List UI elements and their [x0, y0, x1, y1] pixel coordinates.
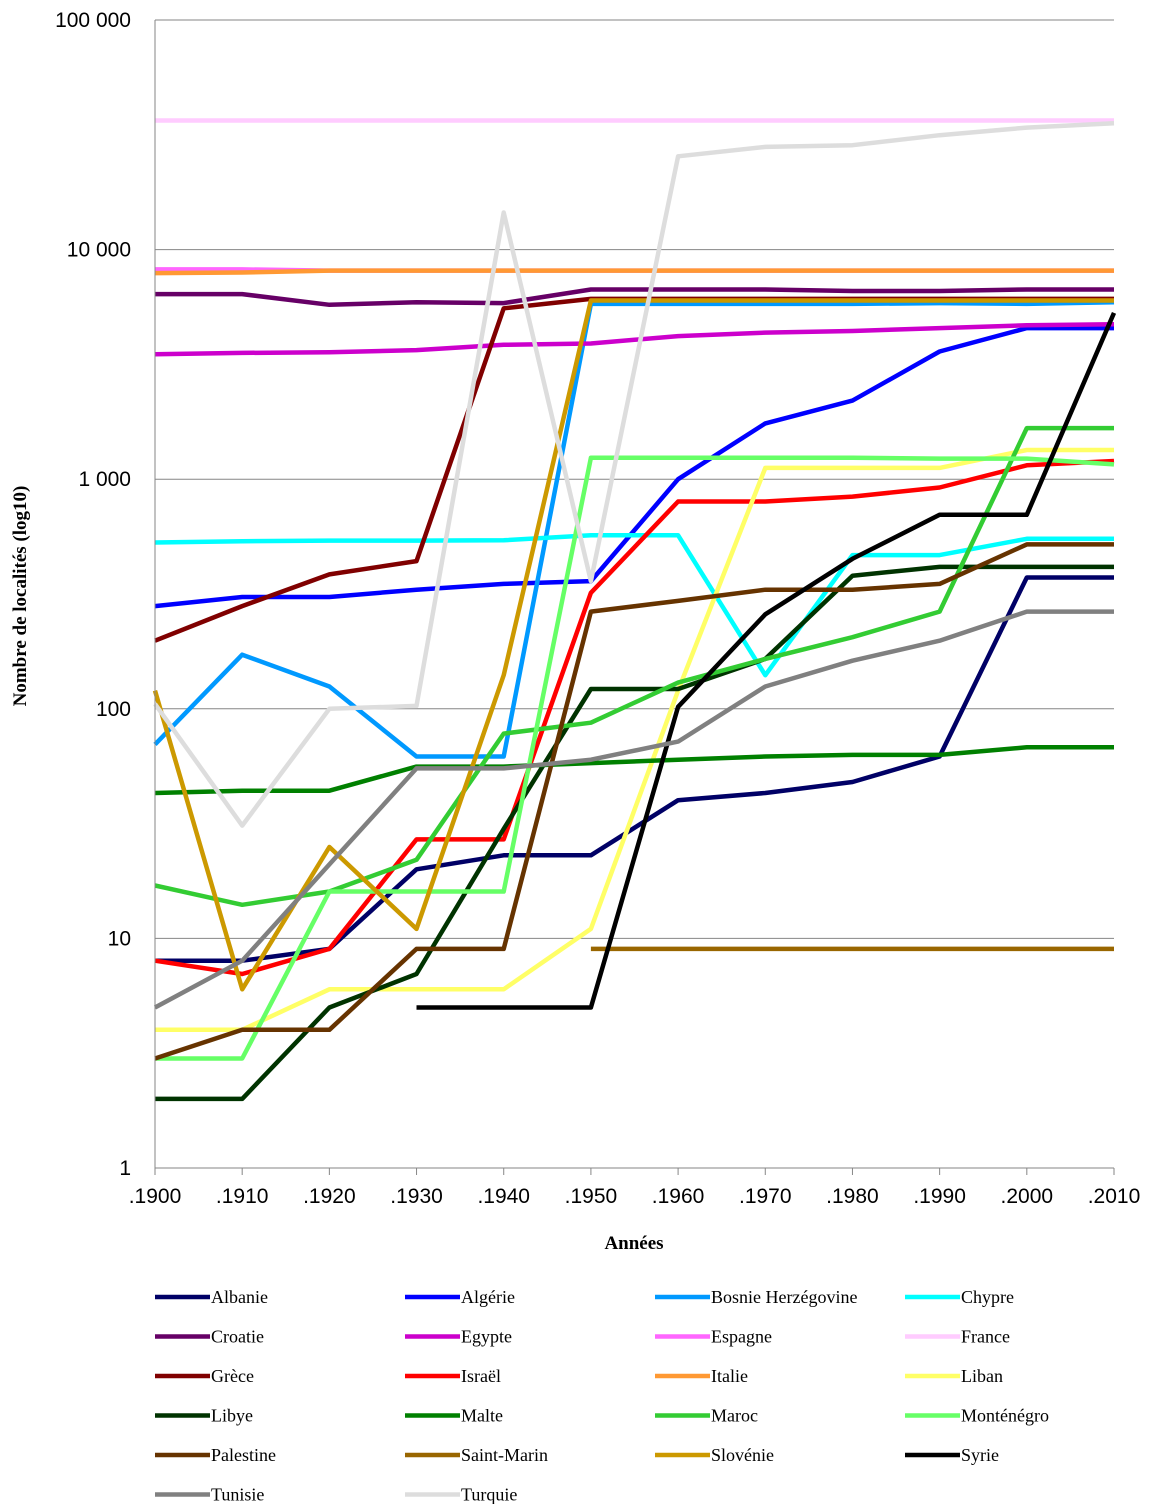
legend-label: Algérie: [461, 1287, 515, 1307]
legend-label: Tunisie: [211, 1485, 264, 1504]
series-line-palestine: [154, 542, 1114, 1061]
x-tick-label: .1940: [477, 1185, 530, 1208]
series-line-albanie: [155, 575, 1114, 963]
x-tick-label: .1980: [826, 1185, 879, 1208]
x-tick-label: .1990: [913, 1185, 966, 1208]
x-tick-label: .1900: [129, 1185, 182, 1208]
legend-label: Slovénie: [711, 1445, 774, 1465]
series-line-bosnie-herzegovine: [153, 299, 1115, 759]
x-tick-label: .1920: [303, 1185, 356, 1208]
legend-label: Egypte: [461, 1327, 512, 1347]
legend-label: Chypre: [961, 1287, 1014, 1307]
legend-label: Croatie: [211, 1327, 264, 1347]
y-tick-label: 1: [119, 1157, 131, 1180]
y-tick-label: 100: [96, 698, 131, 721]
gridlines: [155, 19, 1114, 939]
legend-label: Grèce: [211, 1366, 254, 1386]
y-tick-label: 1 000: [78, 468, 131, 491]
legend-label: Turquie: [461, 1485, 517, 1504]
series-line-slovenie: [152, 298, 1114, 992]
series-line-algerie: [154, 325, 1114, 609]
legend: Albanie Algérie Bosnie Herzégovine Chypre Cr…: [155, 1287, 1049, 1504]
series-line-egypte: [154, 322, 1115, 357]
y-tick-label: 100 000: [55, 9, 131, 32]
legend-label: France: [961, 1327, 1010, 1347]
axes: 1 10 100 1 000 10 000 100 000 .1900 .1910 .1920.…: [55, 9, 1140, 1208]
series-line-grece: [154, 296, 1114, 643]
legend-label: Italie: [711, 1366, 748, 1386]
series-line-tunisie: [153, 609, 1114, 1010]
legend-label: Albanie: [211, 1287, 268, 1307]
series-line-israel: [154, 458, 1115, 977]
series-line-syrie: [416, 312, 1117, 1010]
legend-label: Maroc: [711, 1406, 758, 1426]
y-axis-title: Nombre de localités (log10): [10, 486, 31, 707]
series-lines: [152, 118, 1117, 1102]
legend-label: Israël: [461, 1366, 501, 1386]
legend-label: Bosnie Herzégovine: [711, 1287, 857, 1307]
y-tick-label: 10: [108, 927, 131, 950]
x-tick-label: .2000: [1001, 1185, 1054, 1208]
series-line-italie: [154, 268, 1114, 276]
x-tick-label: .1930: [390, 1185, 443, 1208]
legend-label: Palestine: [211, 1445, 276, 1465]
x-axis-title: Années: [604, 1233, 663, 1254]
series-line-liban: [155, 447, 1114, 1033]
series-line-chypre: [154, 533, 1114, 678]
legend-label: Monténégro: [961, 1406, 1049, 1426]
legend-label: Syrie: [961, 1445, 999, 1465]
series-line-libye: [155, 564, 1114, 1102]
series-line-turquie: [153, 121, 1115, 828]
series-line-montenegro: [155, 455, 1115, 1061]
legend-label: Liban: [961, 1366, 1003, 1386]
x-tick-label: .2010: [1088, 1185, 1141, 1208]
legend-label: Saint-Marin: [461, 1445, 548, 1465]
legend-label: Libye: [211, 1406, 253, 1426]
y-tick-label: 10 000: [67, 239, 131, 262]
x-tick-label: .1970: [739, 1185, 792, 1208]
series-line-maroc: [154, 425, 1114, 908]
legend-label: Malte: [461, 1406, 503, 1426]
x-tick-label: .1950: [565, 1185, 618, 1208]
series-line-malte: [154, 745, 1114, 796]
x-tick-label: .1960: [652, 1185, 705, 1208]
legend-label: Espagne: [711, 1327, 772, 1347]
series-line-croatie: [155, 287, 1114, 308]
x-tick-label: .1910: [216, 1185, 269, 1208]
